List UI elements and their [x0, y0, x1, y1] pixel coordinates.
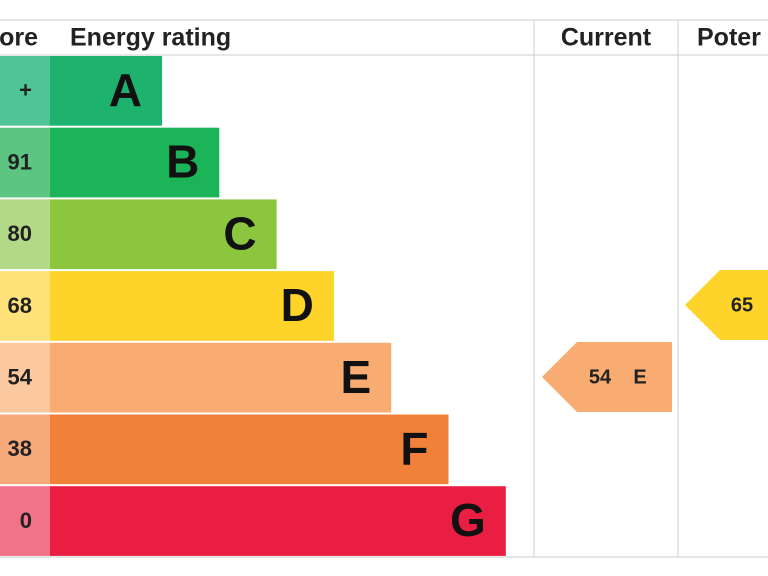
score-header: ore — [0, 24, 38, 52]
potential-header: Poter — [697, 24, 761, 52]
score-label: + — [19, 78, 32, 103]
current-arrow — [542, 342, 672, 412]
score-cell — [0, 414, 50, 485]
score-label: 0 — [20, 508, 32, 533]
score-cell — [0, 127, 50, 198]
score-label: 38 — [8, 436, 32, 461]
score-cell — [0, 271, 50, 341]
rating-header: Energy rating — [70, 24, 231, 52]
rating-bar — [50, 271, 334, 341]
rating-letter: A — [109, 64, 142, 116]
rating-letter: G — [450, 494, 486, 546]
rating-bar — [50, 414, 449, 485]
score-cell — [0, 56, 50, 126]
potential-value: 65 — [731, 294, 753, 316]
rating-bar — [50, 342, 392, 413]
rating-letter: B — [166, 136, 199, 188]
current-header: Current — [561, 24, 652, 52]
rating-letter: E — [341, 351, 372, 403]
score-cell — [0, 342, 50, 413]
rating-letter: D — [281, 279, 314, 331]
bands: + A 91 B 80 C 68 D 54 E 38 F 0 G — [0, 56, 506, 556]
rating-letter: C — [223, 207, 256, 259]
rating-bar — [50, 56, 162, 126]
score-label: 54 — [8, 364, 33, 389]
rating-bar — [50, 199, 277, 270]
score-label: 68 — [8, 293, 32, 318]
current-value: 54 — [589, 366, 612, 388]
score-cell — [0, 486, 50, 556]
rating-bar — [50, 486, 506, 556]
score-label: 91 — [8, 149, 32, 174]
rating-letter: F — [400, 423, 428, 475]
current-letter: E — [633, 366, 646, 388]
potential-arrow — [685, 270, 768, 340]
score-cell — [0, 199, 50, 270]
score-label: 80 — [8, 221, 32, 246]
rating-bar — [50, 127, 220, 198]
